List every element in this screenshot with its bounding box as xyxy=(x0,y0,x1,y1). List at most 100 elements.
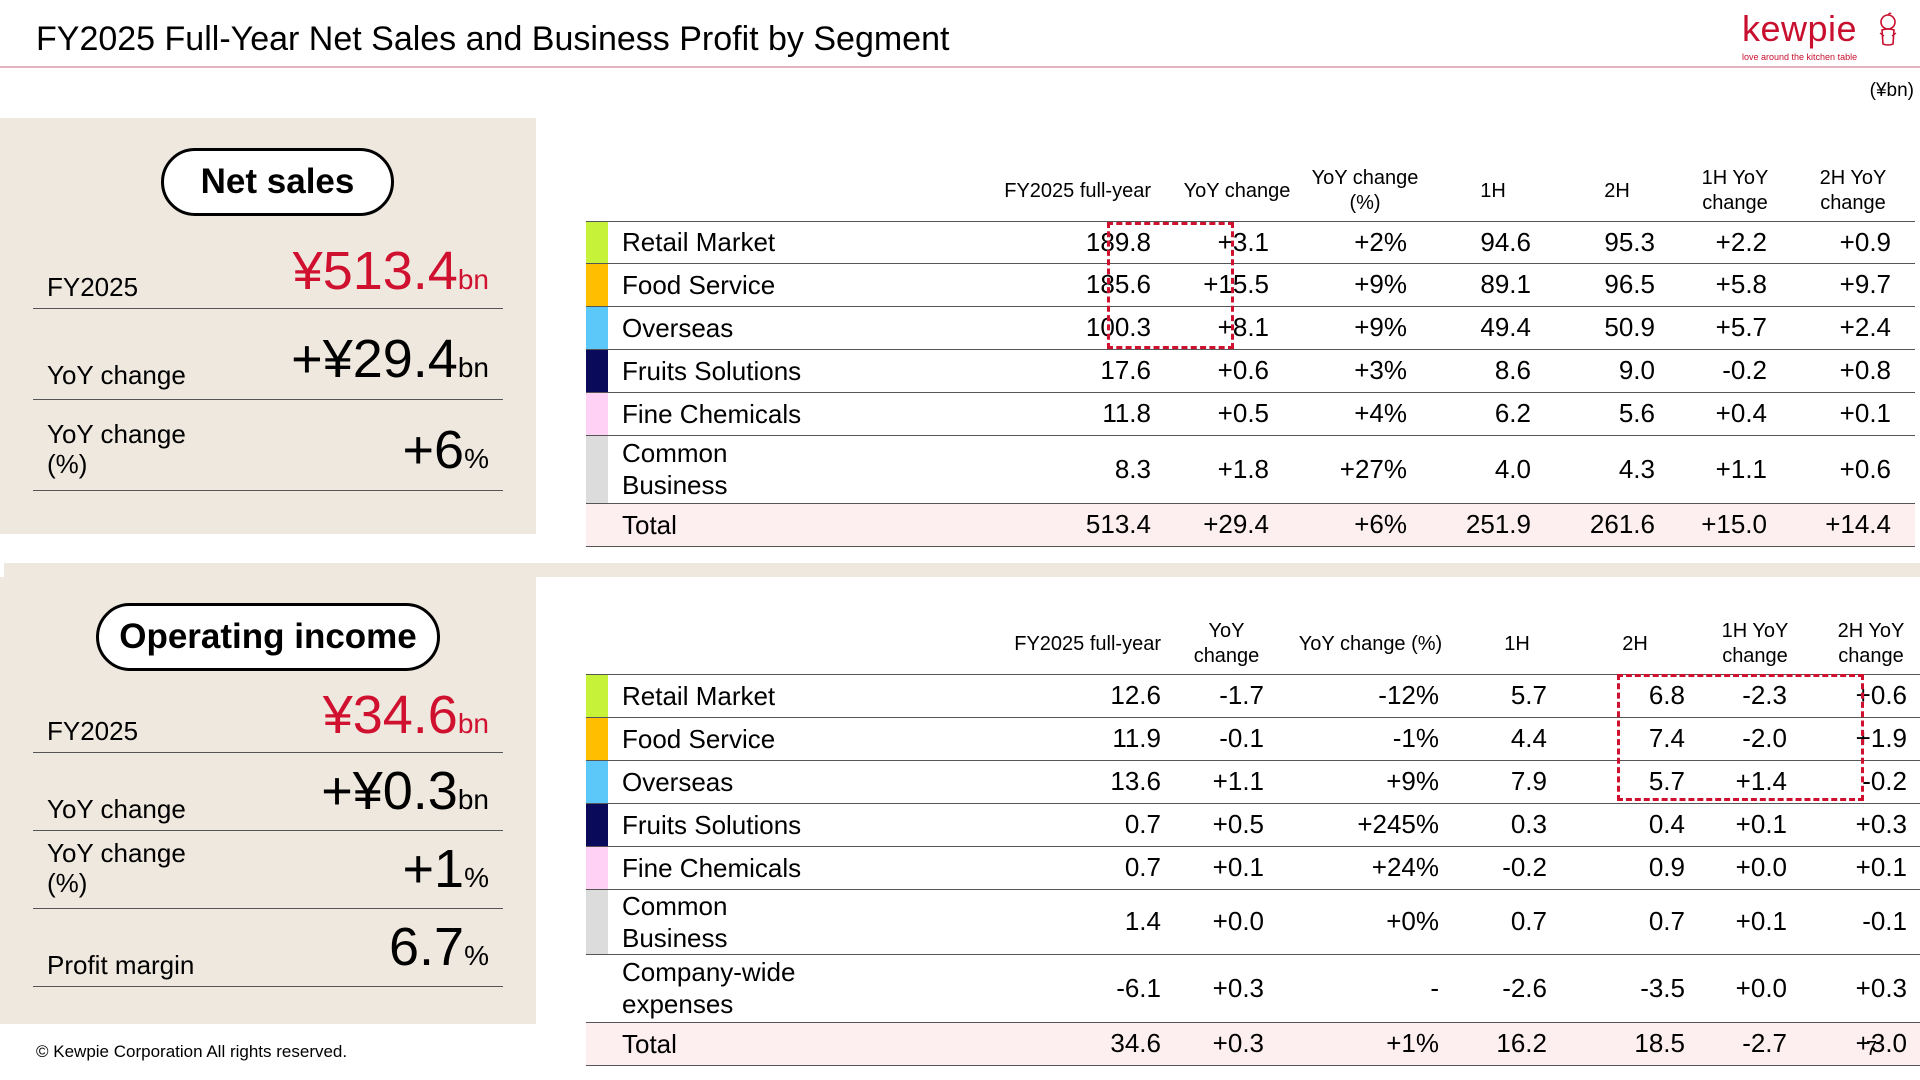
table-cell: +0.6 xyxy=(1175,349,1299,393)
segment-name: Fruits Solutions xyxy=(608,803,828,847)
kpi-label: YoY change (%) xyxy=(47,419,186,479)
column-header: 1H YoY change xyxy=(1679,162,1791,222)
segment-color-swatch xyxy=(586,306,608,350)
table-cell: 0.7 xyxy=(828,803,1175,847)
kpi-label: YoY change (%) xyxy=(47,838,186,898)
table-cell: +5.7 xyxy=(1679,306,1791,350)
operating-income-pill: Operating income xyxy=(96,603,440,671)
table-cell: 185.6 xyxy=(828,263,1175,307)
title-divider xyxy=(0,66,1920,68)
segment-name: Overseas xyxy=(608,760,828,804)
table-cell: +2.2 xyxy=(1679,221,1791,264)
net-sales-pill: Net sales xyxy=(161,148,394,216)
segment-name: Retail Market xyxy=(608,221,828,264)
table-cell: 0.7 xyxy=(1463,889,1571,955)
column-header: 1H xyxy=(1463,615,1571,675)
table-cell: 7.9 xyxy=(1463,760,1571,804)
table-row: Fine Chemicals 11.8 +0.5 +4% 6.2 5.6 +0.4 +0.1 xyxy=(586,392,1915,436)
table-cell: +14.4 xyxy=(1791,503,1915,547)
table-total-row: Total 34.6 +0.3 +1% 16.2 18.5 -2.7 +3.0 xyxy=(586,1022,1920,1066)
table-cell: 0.3 xyxy=(1463,803,1571,847)
column-header: 1H xyxy=(1431,162,1555,222)
table-cell: +0.1 xyxy=(1699,889,1811,955)
table-cell: +0.3 xyxy=(1811,954,1920,1023)
table-cell: 16.2 xyxy=(1463,1022,1571,1066)
table-cell: 513.4 xyxy=(828,503,1175,547)
kpi-row: Profit margin 6.7% xyxy=(33,908,503,987)
segment-color-swatch xyxy=(586,392,608,436)
table-cell: +0% xyxy=(1278,889,1463,955)
page-title: FY2025 Full-Year Net Sales and Business … xyxy=(36,20,950,58)
table-cell: +29.4 xyxy=(1175,503,1299,547)
table-cell: +245% xyxy=(1278,803,1463,847)
kpi-row: FY2025 ¥34.6bn xyxy=(33,682,503,753)
table-cell: +9% xyxy=(1299,306,1431,350)
table-cell: +0.1 xyxy=(1811,846,1920,890)
unit-label: (¥bn) xyxy=(1869,80,1914,101)
column-header: 2H YoY change xyxy=(1791,162,1915,222)
kpi-row: YoY change (%) +6% xyxy=(33,399,503,491)
table-cell: +27% xyxy=(1299,435,1431,504)
kpi-label: FY2025 xyxy=(47,716,139,746)
table-cell: 189.8 xyxy=(828,221,1175,264)
segment-name: Fruits Solutions xyxy=(608,349,828,393)
column-header: 2H YoY change xyxy=(1811,615,1920,675)
kpi-label: Profit margin xyxy=(47,950,195,980)
table-cell: +0.5 xyxy=(1175,392,1299,436)
table-cell: 89.1 xyxy=(1431,263,1555,307)
table-cell: 6.2 xyxy=(1431,392,1555,436)
table-cell: 261.6 xyxy=(1555,503,1679,547)
table-cell: +4% xyxy=(1299,392,1431,436)
segment-name: Total xyxy=(608,503,828,547)
table-cell: 17.6 xyxy=(828,349,1175,393)
table-cell: +24% xyxy=(1278,846,1463,890)
table-cell: +0.5 xyxy=(1175,803,1278,847)
segment-name: Food Service xyxy=(608,263,828,307)
table-cell: -0.2 xyxy=(1811,760,1920,804)
table-cell: +0.1 xyxy=(1791,392,1915,436)
page-number: 7 xyxy=(1866,1038,1878,1060)
table-cell: 8.6 xyxy=(1431,349,1555,393)
table-cell: 0.9 xyxy=(1571,846,1699,890)
segment-name: Food Service xyxy=(608,717,828,761)
segment-color-swatch xyxy=(586,435,608,504)
kpi-row: FY2025 ¥513.4bn xyxy=(33,238,503,309)
segment-name: Overseas xyxy=(608,306,828,350)
table-cell: -6.1 xyxy=(828,954,1175,1023)
table-cell: +3% xyxy=(1299,349,1431,393)
kpi-label: YoY change xyxy=(47,794,186,824)
table-cell: +0.0 xyxy=(1699,954,1811,1023)
table-cell: -2.6 xyxy=(1463,954,1571,1023)
table-cell: +0.6 xyxy=(1811,674,1920,718)
operating-income-table: FY2025 full-year YoY change YoY change (… xyxy=(586,615,1920,1066)
table-cell: 11.9 xyxy=(828,717,1175,761)
column-header: FY2025 full-year xyxy=(828,162,1175,222)
table-cell: -2.7 xyxy=(1699,1022,1811,1066)
segment-color-swatch xyxy=(586,954,608,1023)
table-cell: -12% xyxy=(1278,674,1463,718)
segment-color-swatch xyxy=(586,889,608,955)
table-cell: +0.6 xyxy=(1791,435,1915,504)
table-cell: -0.1 xyxy=(1175,717,1278,761)
segment-name: Company-wide expenses xyxy=(608,954,828,1023)
kpi-label: YoY change xyxy=(47,360,186,390)
table-cell: +0.1 xyxy=(1175,846,1278,890)
table-cell: 34.6 xyxy=(828,1022,1175,1066)
table-cell: 4.4 xyxy=(1463,717,1571,761)
kpi-row: YoY change +¥0.3bn xyxy=(33,752,503,831)
table-cell: 50.9 xyxy=(1555,306,1679,350)
column-header: 2H xyxy=(1571,615,1699,675)
table-cell: 95.3 xyxy=(1555,221,1679,264)
segment-color-swatch xyxy=(586,503,608,547)
table-cell: 6.8 xyxy=(1571,674,1699,718)
table-cell: - xyxy=(1278,954,1463,1023)
segment-color-swatch xyxy=(586,263,608,307)
table-cell: -2.0 xyxy=(1699,717,1811,761)
table-cell: +15.0 xyxy=(1679,503,1791,547)
table-cell: 100.3 xyxy=(828,306,1175,350)
table-cell: 4.0 xyxy=(1431,435,1555,504)
table-cell: +0.3 xyxy=(1175,1022,1278,1066)
kpi-row: YoY change (%) +1% xyxy=(33,830,503,909)
table-header-row: FY2025 full-year YoY change YoY change (… xyxy=(586,162,1915,222)
table-cell: +9% xyxy=(1278,760,1463,804)
